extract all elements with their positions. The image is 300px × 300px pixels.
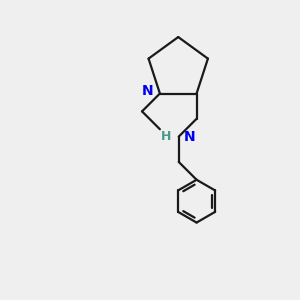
Text: N: N — [184, 130, 196, 144]
Text: H: H — [161, 130, 171, 143]
Text: N: N — [142, 84, 153, 98]
